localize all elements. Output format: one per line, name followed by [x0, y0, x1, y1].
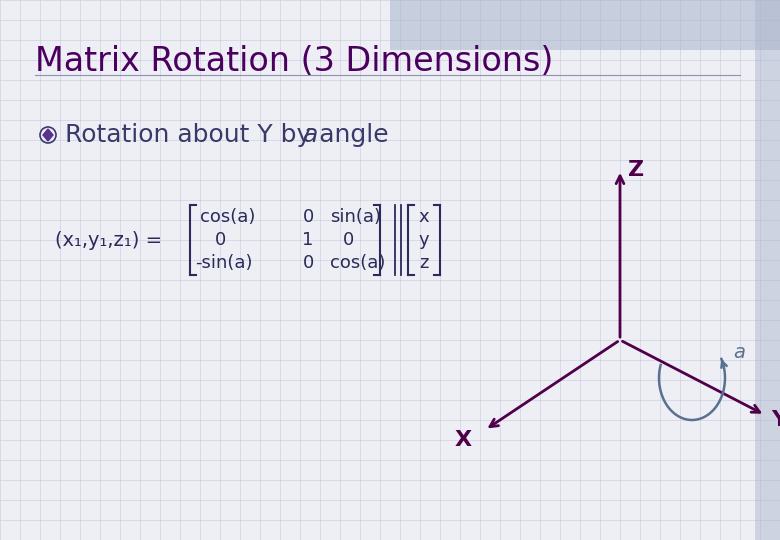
Text: x: x [419, 208, 429, 226]
Bar [390, 0, 780, 50]
Text: Rotation about Y by angle: Rotation about Y by angle [65, 123, 396, 147]
Bar [755, 0, 780, 540]
Text: -sin(a): -sin(a) [195, 254, 253, 272]
Text: z: z [420, 254, 429, 272]
Text: 1: 1 [303, 231, 314, 249]
Text: 0: 0 [303, 254, 314, 272]
Text: X: X [455, 430, 472, 450]
Text: (x₁,y₁,z₁) =: (x₁,y₁,z₁) = [55, 231, 162, 249]
Text: y: y [419, 231, 429, 249]
Text: a: a [733, 343, 745, 362]
Text: 0: 0 [342, 231, 353, 249]
Text: Matrix Rotation (3 Dimensions): Matrix Rotation (3 Dimensions) [35, 45, 553, 78]
Text: Z: Z [628, 160, 644, 180]
Text: Y: Y [771, 410, 780, 430]
Text: 0: 0 [215, 231, 225, 249]
Text: sin(a): sin(a) [330, 208, 381, 226]
Polygon shape [43, 129, 53, 141]
Text: cos(a): cos(a) [200, 208, 255, 226]
Text: 0: 0 [303, 208, 314, 226]
Text: a: a [303, 123, 318, 147]
Text: cos(a): cos(a) [330, 254, 385, 272]
